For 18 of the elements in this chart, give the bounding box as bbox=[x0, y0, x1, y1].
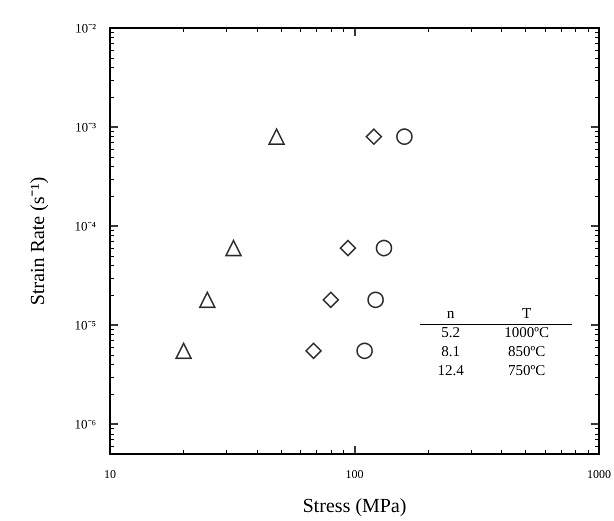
y-tick-label: 10⁻³ bbox=[75, 120, 96, 135]
y-tick-label: 10⁻⁶ bbox=[74, 416, 96, 432]
annotation: 750ºC bbox=[507, 362, 546, 381]
y-axis-title: Strain Rate (s⁻¹) bbox=[27, 176, 49, 306]
annotation: 8.1 bbox=[440, 343, 461, 362]
x-tick-label: 1000 bbox=[587, 467, 611, 481]
y-tick-label: 10⁻⁵ bbox=[74, 318, 96, 333]
annotation: 5.2 bbox=[440, 324, 461, 343]
x-tick-label: 100 bbox=[346, 467, 364, 481]
x-axis-title: Stress (MPa) bbox=[302, 495, 406, 517]
annotation: 1000ºC bbox=[503, 324, 550, 343]
x-tick-label: 10 bbox=[104, 467, 116, 481]
y-tick-label: 10⁻⁴ bbox=[74, 218, 96, 234]
annotation: 12.4 bbox=[436, 362, 465, 381]
annotation: T bbox=[521, 305, 532, 324]
y-tick-label: 10⁻² bbox=[75, 20, 96, 36]
annotation: 850ºC bbox=[507, 343, 546, 362]
annotation: n bbox=[446, 305, 456, 324]
